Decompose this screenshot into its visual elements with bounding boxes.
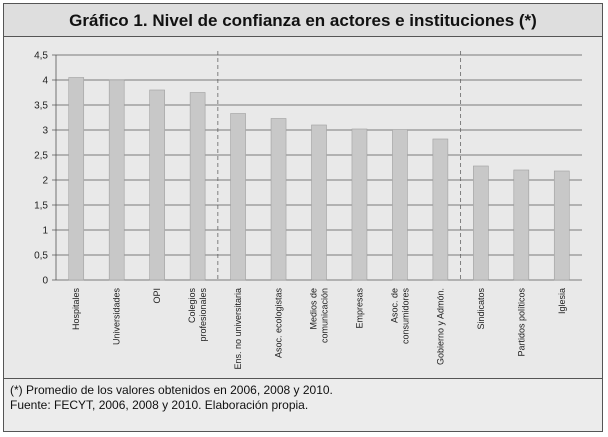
bar <box>270 118 287 281</box>
y-tick-label: 2 <box>42 176 48 187</box>
bar <box>149 89 165 281</box>
y-tick-label: 2,5 <box>34 151 48 162</box>
x-tick-label: OPI <box>152 288 162 304</box>
y-tick-label: 1 <box>42 226 48 237</box>
x-tick-label: Gobierno y Admón. <box>435 288 445 365</box>
bar <box>351 128 368 281</box>
bar <box>108 79 125 281</box>
bar <box>513 169 530 281</box>
bar <box>473 165 489 281</box>
x-tick-label: Ens. no universitaria <box>233 288 243 370</box>
bar <box>432 138 449 281</box>
x-tick-label: Hospitales <box>71 288 81 331</box>
x-tick-label: Universidades <box>112 288 122 346</box>
bar <box>68 77 85 281</box>
y-tick-label: 3,5 <box>34 101 48 112</box>
y-tick-label: 0 <box>42 276 48 287</box>
y-tick-label: 4 <box>42 76 48 87</box>
x-tick-label: Sindicatos <box>476 288 486 330</box>
x-tick-label: Empresas <box>354 288 364 329</box>
chart-title: Gráfico 1. Nivel de confianza en actores… <box>4 4 602 37</box>
bar <box>311 124 327 281</box>
figure-frame: Gráfico 1. Nivel de confianza en actores… <box>3 3 603 432</box>
footnotes: (*) Promedio de los valores obtenidos en… <box>4 378 602 431</box>
x-tick-label: Asoc. deconsumidores <box>389 288 410 345</box>
x-tick-label: Colegiosprofesionales <box>187 288 208 342</box>
footnote-source: Fuente: FECYT, 2006, 2008 y 2010. Elabor… <box>10 398 309 412</box>
x-tick-label: Asoc. ecologistas <box>274 288 284 359</box>
y-tick-label: 3 <box>42 126 48 137</box>
bar-chart: 0 0,5 1 1,5 2 2,5 3 3,5 4 4,5 Hospitales Universida… <box>34 51 582 370</box>
x-tick-label: Partidos políticos <box>516 288 526 357</box>
y-tick-label: 0,5 <box>34 251 48 262</box>
x-tick-label: Medios decomunicación <box>309 288 330 343</box>
footnote-average: (*) Promedio de los valores obtenidos en… <box>10 383 333 397</box>
bar <box>189 92 206 281</box>
bar <box>230 113 246 281</box>
bar <box>553 170 570 281</box>
plot-area: 0 0,5 1 1,5 2 2,5 3 3,5 4 4,5 Hospitales Universida… <box>4 37 602 378</box>
y-tick-label: 1,5 <box>34 201 48 212</box>
x-tick-label: Iglesia <box>557 288 567 314</box>
bar <box>392 129 408 281</box>
y-tick-label: 4,5 <box>34 51 48 62</box>
